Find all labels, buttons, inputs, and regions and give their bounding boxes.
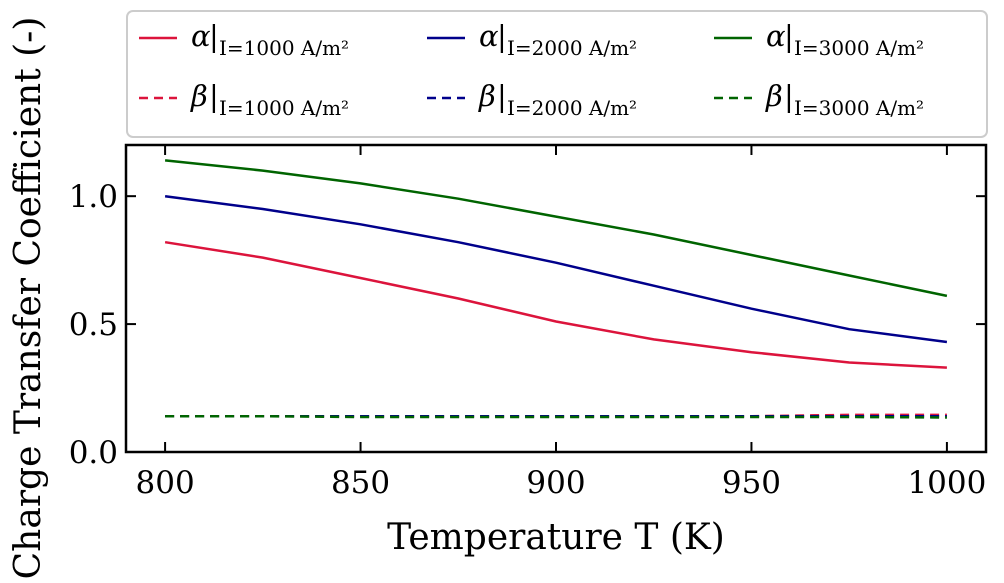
legend-label-symbol: β xyxy=(765,79,783,113)
series-line-6 xyxy=(165,414,947,419)
legend-label-symbol: β xyxy=(190,79,208,113)
y-tick-label: 0.5 xyxy=(69,307,118,343)
legend-label-subscript: I=1000 A/m² xyxy=(219,36,349,60)
legend-label-subscript: I=3000 A/m² xyxy=(794,36,924,60)
x-axis-title: Temperature T (K) xyxy=(387,517,725,558)
legend-label-symbol: β xyxy=(478,79,496,113)
legend: α| I=1000 A/m² α| I=2000 A/m² α| I=3000 A/m²β… xyxy=(139,19,924,120)
legend-label-bar: | xyxy=(497,19,507,53)
x-tick-label: 950 xyxy=(722,465,781,501)
series-layer xyxy=(164,159,948,419)
plot-frame xyxy=(124,143,988,454)
legend-label-bar: | xyxy=(784,79,794,113)
x-tick-label: 850 xyxy=(331,465,390,501)
legend-label-symbol: α xyxy=(479,19,499,53)
y-tick-label: 1.0 xyxy=(69,179,118,215)
x-tick-label: 800 xyxy=(136,465,195,501)
legend-label-subscript: I=3000 A/m² xyxy=(794,96,924,120)
axis-ticks: 800 850 900 950 1000 0.0 0.5 1.0 xyxy=(69,145,986,501)
legend-label-symbol: α xyxy=(191,19,211,53)
y-tick-label: 0.0 xyxy=(69,435,118,471)
legend-label-subscript: I=1000 A/m² xyxy=(219,96,349,120)
series-line-3 xyxy=(164,159,948,298)
legend-label-subscript: I=2000 A/m² xyxy=(507,96,637,120)
x-tick-label: 1000 xyxy=(907,465,986,501)
series-line-2 xyxy=(164,194,948,344)
legend-box xyxy=(126,10,988,138)
x-tick-label: 900 xyxy=(526,465,585,501)
legend-label-bar: | xyxy=(209,19,219,53)
legend-label-symbol: α xyxy=(766,19,786,53)
series-line-1 xyxy=(164,240,947,369)
legend-label-bar: | xyxy=(784,19,794,53)
legend-label-subscript: I=2000 A/m² xyxy=(507,36,637,60)
legend-label-bar: | xyxy=(497,79,507,113)
y-axis-title: Charge Transfer Coefficient (-) xyxy=(8,17,49,580)
legend-label-bar: | xyxy=(209,79,219,113)
